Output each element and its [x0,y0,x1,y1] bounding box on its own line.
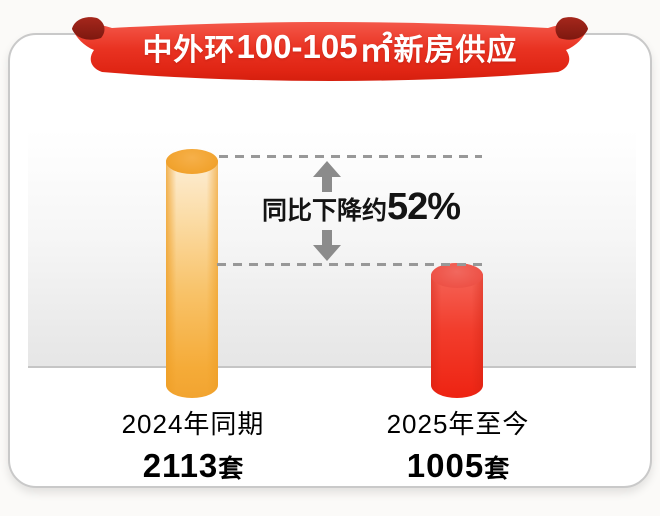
bar-2024-value-number: 2113 [142,447,219,484]
bar-2024-value: 2113套 [87,447,299,485]
bar-2024-label: 2024年同期 [121,409,265,439]
title-suffix: 新房供应 [393,34,518,67]
title-prefix: 中外环 [142,34,236,67]
ribbon-fold-right-icon [555,17,588,40]
comparison-annotation: 同比下降约 52% [236,186,486,230]
guide-line-top [219,155,482,158]
comparison-percent: 52% [386,186,461,228]
bar-2025-value-number: 1005 [406,447,485,484]
bar-2024-label-group: 2024年同期 2113套 [87,404,299,485]
ribbon-fold-left-icon [72,17,105,40]
bar-2024-cylinder [166,149,218,398]
down-arrow-icon [313,230,341,261]
title-range: 100-105 [236,28,358,65]
bar-2025-label: 2025年至今 [386,409,530,439]
comparison-label: 同比下降约 [261,197,387,225]
bar-2025-label-group: 2025年至今 1005套 [352,404,564,485]
bar-2024-cylinder-cap [166,149,218,174]
bar-2024-value-unit: 套 [218,455,244,483]
guide-line-bottom [217,263,488,266]
title-sqm-unit: ㎡ [359,31,393,68]
ribbon-banner [72,17,588,81]
bar-2025-cylinder-cap [431,263,483,288]
bar-2025-cylinder [431,263,483,398]
bar-2025-value: 1005套 [352,447,564,485]
ribbon-body [72,22,588,81]
up-arrow-icon [313,161,341,192]
bar-2025-value-unit: 套 [484,455,510,483]
bar-2024-cylinder-body [166,149,218,398]
